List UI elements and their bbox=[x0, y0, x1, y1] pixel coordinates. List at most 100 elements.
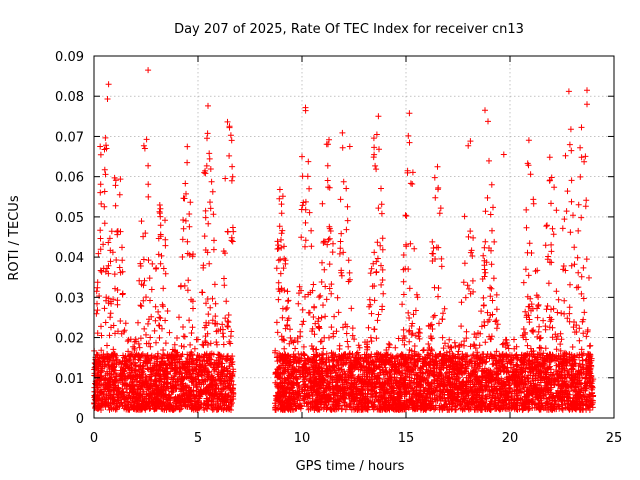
data-point bbox=[494, 321, 501, 328]
data-point bbox=[129, 395, 136, 402]
data-point bbox=[534, 267, 541, 274]
data-point bbox=[189, 352, 195, 359]
data-point bbox=[171, 359, 178, 366]
data-point bbox=[491, 238, 498, 245]
data-point bbox=[140, 142, 147, 149]
data-point bbox=[582, 203, 589, 210]
data-point bbox=[181, 386, 188, 393]
data-point bbox=[94, 300, 100, 307]
data-point bbox=[93, 379, 100, 386]
data-point bbox=[104, 354, 111, 361]
data-point bbox=[135, 340, 142, 347]
data-point bbox=[320, 351, 327, 358]
data-point bbox=[178, 353, 185, 360]
data-point bbox=[545, 253, 552, 260]
data-point bbox=[184, 287, 191, 294]
data-point bbox=[583, 197, 590, 204]
data-point bbox=[329, 249, 336, 256]
data-point bbox=[485, 118, 491, 125]
data-point bbox=[228, 177, 235, 184]
data-point bbox=[201, 357, 208, 364]
data-point bbox=[281, 255, 288, 262]
data-point bbox=[182, 180, 189, 187]
data-point bbox=[101, 166, 108, 173]
data-point bbox=[100, 355, 107, 361]
data-point bbox=[561, 297, 568, 304]
data-point bbox=[472, 345, 479, 352]
data-point bbox=[179, 374, 186, 380]
data-point bbox=[520, 326, 527, 332]
data-point bbox=[377, 242, 384, 249]
data-point bbox=[229, 173, 236, 180]
data-point bbox=[224, 118, 231, 125]
data-point bbox=[378, 201, 385, 208]
data-point bbox=[130, 343, 137, 350]
data-point bbox=[100, 265, 107, 272]
data-point bbox=[477, 330, 484, 337]
data-point bbox=[112, 182, 119, 189]
data-point bbox=[402, 212, 409, 219]
data-point bbox=[570, 387, 577, 394]
data-point bbox=[210, 401, 217, 408]
data-point bbox=[163, 381, 170, 387]
data-point bbox=[217, 326, 224, 333]
data-point bbox=[557, 347, 564, 354]
data-point bbox=[405, 328, 412, 335]
data-point bbox=[198, 381, 205, 388]
data-point bbox=[207, 381, 214, 388]
data-point bbox=[480, 294, 487, 301]
data-point bbox=[488, 285, 495, 292]
data-point bbox=[182, 364, 188, 371]
data-point bbox=[184, 143, 191, 150]
data-point bbox=[527, 295, 534, 302]
data-point bbox=[552, 398, 559, 405]
data-points bbox=[91, 67, 597, 413]
data-point bbox=[505, 345, 512, 352]
data-point bbox=[561, 216, 568, 223]
data-point bbox=[548, 384, 555, 391]
data-point bbox=[156, 334, 163, 341]
data-point bbox=[106, 392, 113, 399]
data-point bbox=[273, 319, 280, 326]
data-point bbox=[128, 369, 135, 376]
data-point bbox=[578, 154, 585, 161]
data-point bbox=[98, 367, 105, 374]
data-point bbox=[487, 284, 494, 291]
data-point bbox=[578, 290, 585, 297]
data-point bbox=[228, 397, 234, 403]
data-point bbox=[136, 390, 143, 397]
data-point bbox=[520, 334, 527, 341]
data-point bbox=[456, 402, 463, 408]
data-point bbox=[386, 341, 393, 348]
data-point bbox=[155, 371, 162, 377]
data-point bbox=[437, 205, 444, 212]
data-point bbox=[465, 363, 472, 370]
data-point bbox=[467, 290, 474, 297]
data-point bbox=[374, 317, 381, 324]
data-point bbox=[191, 360, 198, 367]
data-point bbox=[527, 171, 534, 178]
data-point bbox=[184, 238, 191, 245]
data-point bbox=[196, 395, 203, 402]
data-point bbox=[97, 376, 104, 383]
data-point bbox=[427, 335, 434, 341]
data-point bbox=[184, 383, 191, 390]
data-point bbox=[172, 370, 179, 377]
data-point bbox=[149, 401, 156, 408]
data-point bbox=[196, 362, 203, 368]
data-point bbox=[523, 314, 530, 321]
data-point bbox=[111, 271, 118, 278]
data-point bbox=[436, 210, 443, 217]
data-point bbox=[111, 396, 118, 403]
data-point bbox=[160, 303, 166, 310]
data-point bbox=[530, 200, 537, 207]
data-point bbox=[156, 391, 163, 398]
data-point bbox=[207, 390, 214, 397]
data-point bbox=[340, 324, 346, 331]
data-point bbox=[321, 266, 328, 273]
data-point bbox=[274, 366, 281, 373]
data-point bbox=[458, 299, 465, 306]
data-point bbox=[580, 330, 587, 337]
data-point bbox=[148, 313, 155, 320]
